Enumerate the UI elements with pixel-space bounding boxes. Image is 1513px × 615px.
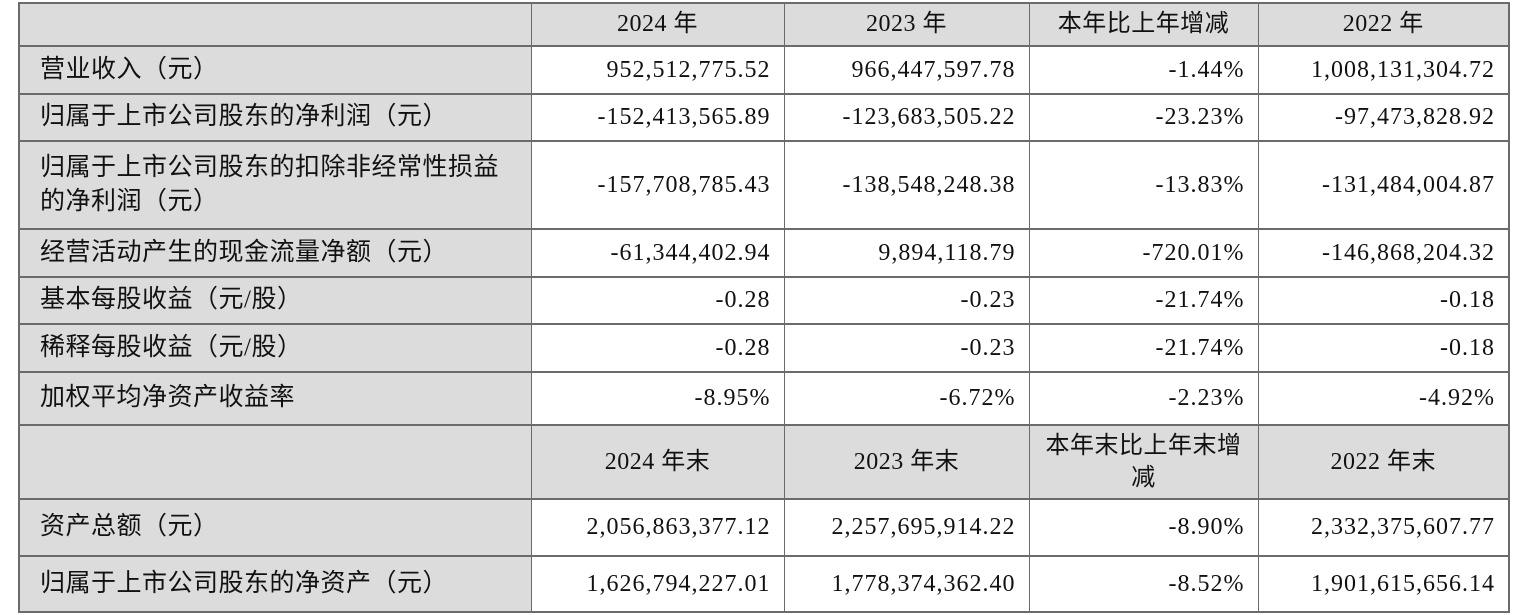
- table-row-net-profit-excl-nonrecurring: 归属于上市公司股东的扣除非经常性损益的净利润（元） -157,708,785.4…: [18, 140, 1510, 230]
- cell-value-2022: 1,008,131,304.72: [1257, 45, 1510, 95]
- cell-value-2022: 1,901,615,656.14: [1257, 555, 1510, 613]
- cell-value-2023: -138,548,248.38: [783, 140, 1030, 230]
- column-header-2023: 2023 年: [783, 2, 1030, 47]
- row-label: 归属于上市公司股东的扣除非经常性损益的净利润（元）: [18, 140, 532, 230]
- cell-value-2023: -0.23: [783, 276, 1030, 325]
- cell-value-change: -2.23%: [1028, 371, 1259, 426]
- cell-value-2022: -97,473,828.92: [1257, 93, 1510, 142]
- table-header-row-annual: 2024 年 2023 年 本年比上年增减 2022 年: [18, 2, 1510, 47]
- row-label: 经营活动产生的现金流量净额（元）: [18, 228, 532, 278]
- cell-value-2024: 1,626,794,227.01: [530, 555, 785, 613]
- cell-value-change: -23.23%: [1028, 93, 1259, 142]
- row-label: 营业收入（元）: [18, 45, 532, 95]
- row-label: 归属于上市公司股东的净资产（元）: [18, 555, 532, 613]
- cell-value-change: -720.01%: [1028, 228, 1259, 278]
- column-header-2023-year-end: 2023 年末: [783, 424, 1030, 500]
- table-row-net-assets: 归属于上市公司股东的净资产（元） 1,626,794,227.01 1,778,…: [18, 555, 1510, 613]
- cell-value-2022: -0.18: [1257, 323, 1510, 373]
- cell-value-2023: 9,894,118.79: [783, 228, 1030, 278]
- table-header-row-year-end: 2024 年末 2023 年末 本年末比上年末增减 2022 年末: [18, 424, 1510, 500]
- column-header-2022-year-end: 2022 年末: [1257, 424, 1510, 500]
- cell-value-2023: -0.23: [783, 323, 1030, 373]
- cell-value-change: -21.74%: [1028, 276, 1259, 325]
- cell-value-change: -13.83%: [1028, 140, 1259, 230]
- row-label: 稀释每股收益（元/股）: [18, 323, 532, 373]
- table-row-basic-eps: 基本每股收益（元/股） -0.28 -0.23 -21.74% -0.18: [18, 276, 1510, 325]
- table-row-weighted-avg-roe: 加权平均净资产收益率 -8.95% -6.72% -2.23% -4.92%: [18, 371, 1510, 426]
- cell-value-2024: 952,512,775.52: [530, 45, 785, 95]
- table-row-operating-cash-flow: 经营活动产生的现金流量净额（元） -61,344,402.94 9,894,11…: [18, 228, 1510, 278]
- cell-value-change: -8.52%: [1028, 555, 1259, 613]
- header-corner-cell: [18, 424, 532, 500]
- cell-value-2024: -157,708,785.43: [530, 140, 785, 230]
- row-label: 基本每股收益（元/股）: [18, 276, 532, 325]
- cell-value-2024: 2,056,863,377.12: [530, 498, 785, 557]
- cell-value-2023: -123,683,505.22: [783, 93, 1030, 142]
- cell-value-2023: -6.72%: [783, 371, 1030, 426]
- column-header-2024-year-end: 2024 年末: [530, 424, 785, 500]
- row-label: 资产总额（元）: [18, 498, 532, 557]
- financial-summary-table: 2024 年 2023 年 本年比上年增减 2022 年 营业收入（元） 952…: [18, 2, 1510, 613]
- cell-value-2023: 2,257,695,914.22: [783, 498, 1030, 557]
- row-label: 归属于上市公司股东的净利润（元）: [18, 93, 532, 142]
- table-row-operating-revenue: 营业收入（元） 952,512,775.52 966,447,597.78 -1…: [18, 45, 1510, 95]
- row-label: 加权平均净资产收益率: [18, 371, 532, 426]
- cell-value-change: -8.90%: [1028, 498, 1259, 557]
- column-header-yoy-change: 本年比上年增减: [1028, 2, 1259, 47]
- cell-value-2022: -131,484,004.87: [1257, 140, 1510, 230]
- cell-value-2024: -152,413,565.89: [530, 93, 785, 142]
- cell-value-2024: -61,344,402.94: [530, 228, 785, 278]
- column-header-2024: 2024 年: [530, 2, 785, 47]
- cell-value-2024: -0.28: [530, 276, 785, 325]
- cell-value-2024: -8.95%: [530, 371, 785, 426]
- column-header-year-end-change: 本年末比上年末增减: [1028, 424, 1259, 500]
- cell-value-change: -1.44%: [1028, 45, 1259, 95]
- table-row-total-assets: 资产总额（元） 2,056,863,377.12 2,257,695,914.2…: [18, 498, 1510, 557]
- cell-value-2023: 1,778,374,362.40: [783, 555, 1030, 613]
- table-row-net-profit: 归属于上市公司股东的净利润（元） -152,413,565.89 -123,68…: [18, 93, 1510, 142]
- column-header-2022: 2022 年: [1257, 2, 1510, 47]
- cell-value-2022: -4.92%: [1257, 371, 1510, 426]
- cell-value-2024: -0.28: [530, 323, 785, 373]
- cell-value-2022: -0.18: [1257, 276, 1510, 325]
- table-row-diluted-eps: 稀释每股收益（元/股） -0.28 -0.23 -21.74% -0.18: [18, 323, 1510, 373]
- cell-value-change: -21.74%: [1028, 323, 1259, 373]
- cell-value-2022: 2,332,375,607.77: [1257, 498, 1510, 557]
- cell-value-2022: -146,868,204.32: [1257, 228, 1510, 278]
- cell-value-2023: 966,447,597.78: [783, 45, 1030, 95]
- header-corner-cell: [18, 2, 532, 47]
